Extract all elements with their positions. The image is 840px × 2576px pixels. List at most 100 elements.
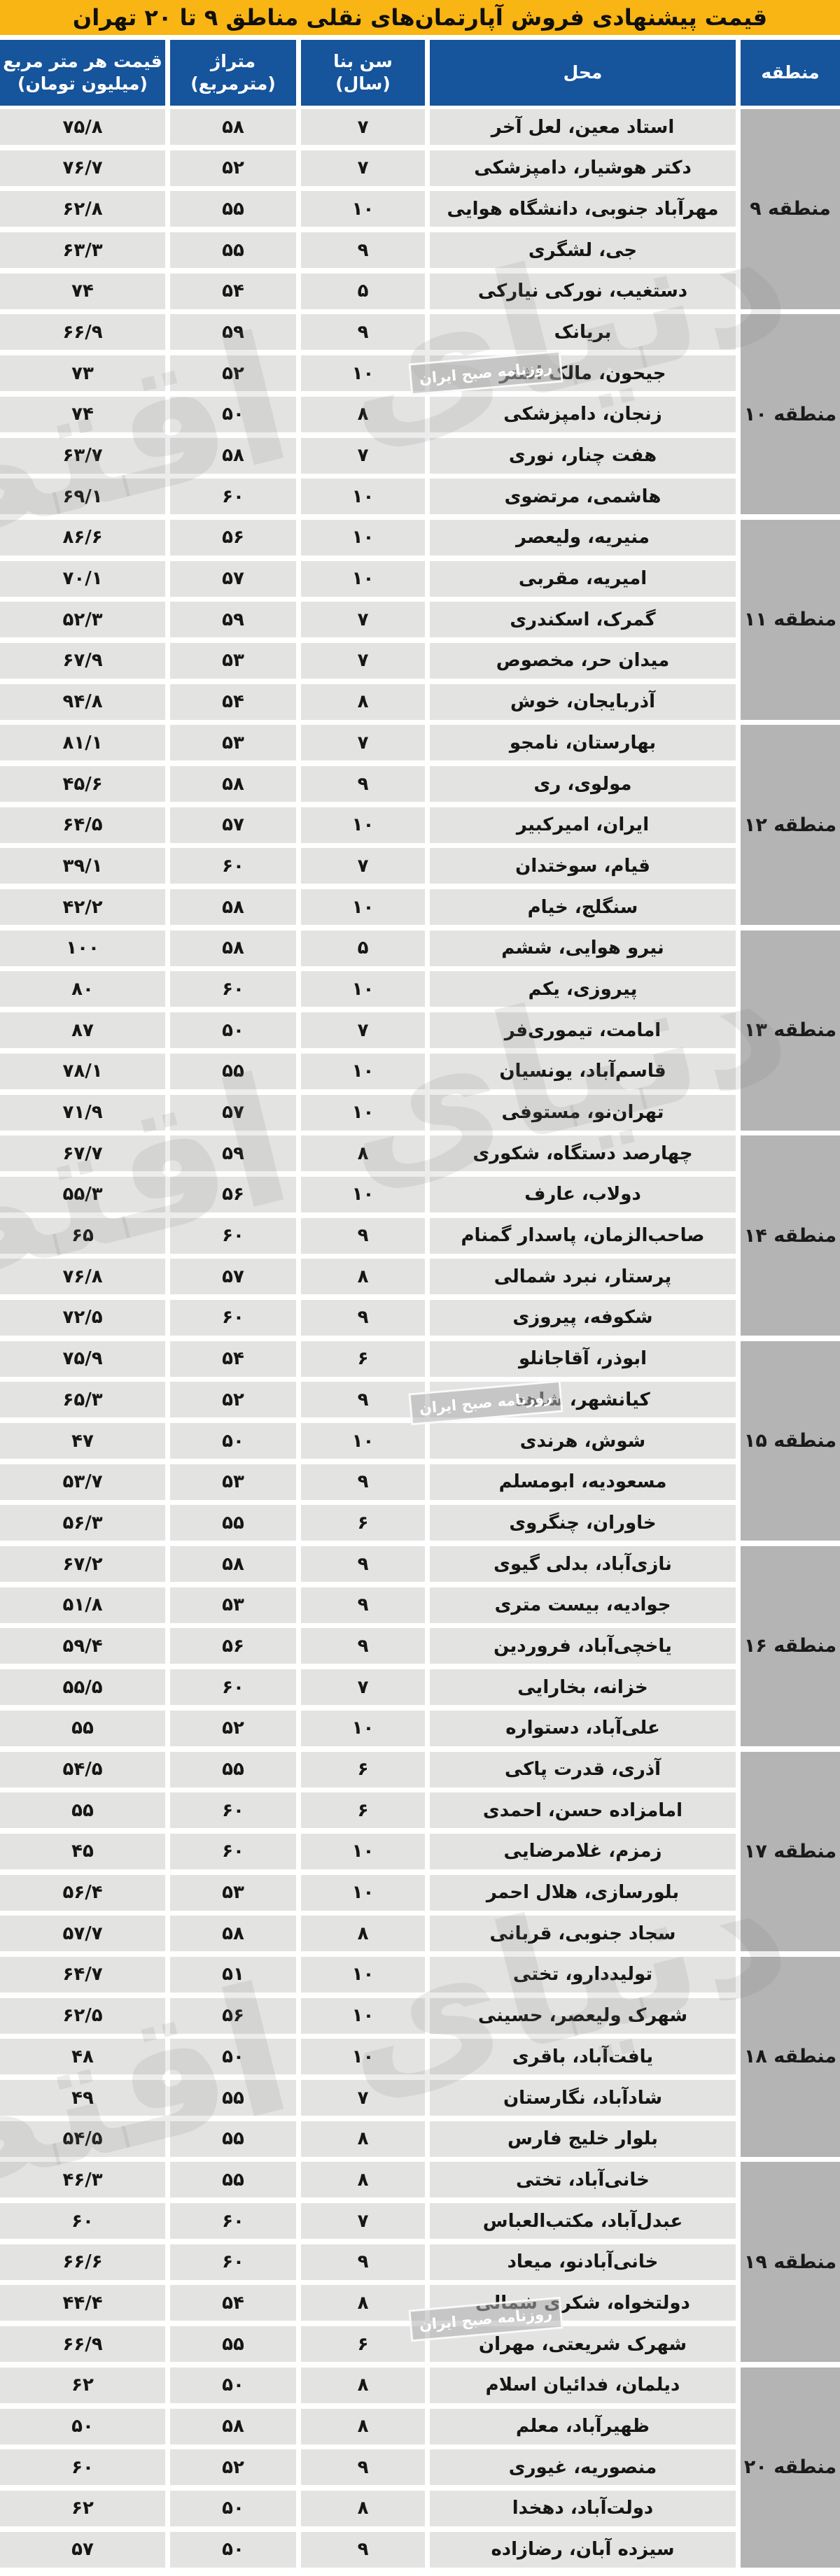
price-cell: ۶۶/۹ <box>0 314 165 351</box>
district-rows: خانی‌آباد، تختی ۸ ۵۵ ۴۶/۳ عبدل‌آباد، مکتب‌ال… <box>0 2162 736 2363</box>
table-row: دولتخواه، شکری شمالی ۸ ۵۴ ۴۴/۴ <box>0 2285 736 2321</box>
table-row: خزانه، بخارایی ۷ ۶۰ ۵۵/۵ <box>0 1669 736 1706</box>
location-cell: منصوریه، غیوری <box>430 2449 736 2486</box>
location-cell: ایران، امیرکبیر <box>430 807 736 843</box>
header-district: منطقه <box>741 40 840 106</box>
price-cell: ۵۵/۳ <box>0 1176 165 1212</box>
district-label: منطقه ۱۲ <box>741 725 840 926</box>
area-cell: ۵۸ <box>170 1916 296 1952</box>
district-block: منطقه ۱۲ بهارستان، نامجو ۷ ۵۳ ۸۱/۱ مولوی، ری ۹… <box>0 725 840 926</box>
location-cell: امیریه، مقربی <box>430 560 736 597</box>
table-row: صاحب‌الزمان، پاسدار گمنام ۹ ۶۰ ۶۵ <box>0 1217 736 1254</box>
location-cell: ظهیرآباد، معلم <box>430 2408 736 2444</box>
location-cell: دولتخواه، شکری شمالی <box>430 2285 736 2321</box>
age-cell: ۷ <box>301 150 425 186</box>
location-cell: کیانشهر، شاهد <box>430 1382 736 1418</box>
table-row: دکتر هوشیار، دامپزشکی ۷ ۵۲ ۷۶/۷ <box>0 150 736 186</box>
table-row: دولاب، عارف ۱۰ ۵۶ ۵۵/۳ <box>0 1176 736 1212</box>
area-cell: ۶۰ <box>170 479 296 515</box>
price-cell: ۵۴/۵ <box>0 1751 165 1788</box>
price-cell: ۵۵ <box>0 1792 165 1829</box>
location-cell: چهارصد دستگاه، شکوری <box>430 1135 736 1172</box>
age-cell: ۹ <box>301 2244 425 2280</box>
location-cell: سیزده آبان، رضازاده <box>430 2531 736 2568</box>
table-row: شکوفه، پیروزی ۹ ۶۰ ۷۲/۵ <box>0 1299 736 1336</box>
table-row: هفت چنار، نوری ۷ ۵۸ ۶۳/۷ <box>0 437 736 474</box>
age-cell: ۷ <box>301 725 425 761</box>
table-row: چهارصد دستگاه، شکوری ۸ ۵۹ ۶۷/۷ <box>0 1135 736 1172</box>
table-row: سیزده آبان، رضازاده ۹ ۵۰ ۵۷ <box>0 2531 736 2568</box>
age-cell: ۷ <box>301 1012 425 1049</box>
area-cell: ۵۷ <box>170 1094 296 1131</box>
age-cell: ۵ <box>301 273 425 309</box>
location-cell: امامزاده حسن، احمدی <box>430 1792 736 1829</box>
age-cell: ۱۰ <box>301 519 425 555</box>
price-cell: ۶۲/۵ <box>0 1997 165 2034</box>
location-cell: مسعودیه، ابومسلم <box>430 1464 736 1500</box>
district-block: منطقه ۱۵ ابوذر، آقاجانلو ۶ ۵۴ ۷۵/۹ کیانشهر، ش… <box>0 1340 840 1541</box>
price-cell: ۷۴ <box>0 273 165 309</box>
price-cell: ۶۰ <box>0 2449 165 2486</box>
price-cell: ۷۲/۵ <box>0 1299 165 1336</box>
location-cell: پرستار، نبرد شمالی <box>430 1259 736 1295</box>
price-cell: ۴۲/۲ <box>0 889 165 926</box>
age-cell: ۹ <box>301 1546 425 1583</box>
table-row: استاد معین، لعل آخر ۷ ۵۸ ۷۵/۸ <box>0 109 736 145</box>
table-row: بریانک ۹ ۵۹ ۶۶/۹ <box>0 314 736 351</box>
area-cell: ۶۰ <box>170 971 296 1007</box>
area-cell: ۵۵ <box>170 1505 296 1541</box>
location-cell: دستغیب، نورکی نیارکی <box>430 273 736 309</box>
age-cell: ۷ <box>301 109 425 145</box>
district-rows: چهارصد دستگاه، شکوری ۸ ۵۹ ۶۷/۷ دولاب، عارف ۱۰… <box>0 1135 736 1336</box>
price-cell: ۵۵/۵ <box>0 1669 165 1706</box>
header-area-label: متراژ <box>210 50 256 71</box>
table-row: یاخچی‌آباد، فروردین ۹ ۵۶ ۵۹/۴ <box>0 1628 736 1664</box>
area-cell: ۵۹ <box>170 314 296 351</box>
area-cell: ۵۳ <box>170 1587 296 1623</box>
area-cell: ۵۷ <box>170 807 296 843</box>
age-cell: ۹ <box>301 232 425 269</box>
table-row: مسعودیه، ابومسلم ۹ ۵۳ ۵۳/۷ <box>0 1464 736 1500</box>
age-cell: ۱۰ <box>301 560 425 597</box>
location-cell: بریانک <box>430 314 736 351</box>
price-cell: ۶۷/۷ <box>0 1135 165 1172</box>
price-cell: ۶۳/۳ <box>0 232 165 269</box>
area-cell: ۵۸ <box>170 1546 296 1583</box>
district-rows: منیریه، ولیعصر ۱۰ ۵۶ ۸۶/۶ امیریه، مقربی ۱۰ ۵۷ ۷… <box>0 519 736 720</box>
price-cell: ۶۲ <box>0 2490 165 2526</box>
location-cell: شهرک شریعتی، مهران <box>430 2326 736 2363</box>
price-cell: ۷۱/۹ <box>0 1094 165 1131</box>
age-cell: ۱۰ <box>301 1094 425 1131</box>
age-cell: ۷ <box>301 602 425 638</box>
district-block: منطقه ۱۱ منیریه، ولیعصر ۱۰ ۵۶ ۸۶/۶ امیریه، مق… <box>0 519 840 720</box>
area-cell: ۶۰ <box>170 1299 296 1336</box>
area-cell: ۵۴ <box>170 273 296 309</box>
area-cell: ۵۸ <box>170 437 296 474</box>
location-cell: یاخچی‌آباد، فروردین <box>430 1628 736 1664</box>
area-cell: ۵۵ <box>170 191 296 227</box>
price-cell: ۴۵ <box>0 1833 165 1869</box>
area-cell: ۵۰ <box>170 2490 296 2526</box>
table-body: منطقه ۹ استاد معین، لعل آخر ۷ ۵۸ ۷۵/۸ دکتر هو… <box>0 109 840 2573</box>
area-cell: ۵۵ <box>170 2121 296 2157</box>
age-cell: ۹ <box>301 1464 425 1500</box>
table-row: دستغیب، نورکی نیارکی ۵ ۵۴ ۷۴ <box>0 273 736 309</box>
area-cell: ۵۶ <box>170 1997 296 2034</box>
location-cell: خزانه، بخارایی <box>430 1669 736 1706</box>
price-cell: ۶۶/۹ <box>0 2326 165 2363</box>
table-row: خانی‌آباد، تختی ۸ ۵۵ ۴۶/۳ <box>0 2162 736 2198</box>
table-row: نیرو هوایی، ششم ۵ ۵۸ ۱۰۰ <box>0 930 736 966</box>
area-cell: ۵۰ <box>170 2531 296 2568</box>
age-cell: ۷ <box>301 848 425 884</box>
location-cell: گمرک، اسکندری <box>430 602 736 638</box>
age-cell: ۹ <box>301 2531 425 2568</box>
table-row: جی، لشگری ۹ ۵۵ ۶۳/۳ <box>0 232 736 269</box>
location-cell: آذربایجان، خوش <box>430 684 736 720</box>
district-block: منطقه ۱۸ تولیددارو، تختی ۱۰ ۵۱ ۶۴/۷ شهرک ولیع… <box>0 1956 840 2157</box>
district-rows: نازی‌آباد، بدلی گیوی ۹ ۵۸ ۶۷/۲ جوادیه، بیست … <box>0 1546 736 1746</box>
table-row: علی‌آباد، دستواره ۱۰ ۵۲ ۵۵ <box>0 1710 736 1746</box>
district-label: منطقه ۱۸ <box>741 1956 840 2157</box>
area-cell: ۵۲ <box>170 1382 296 1418</box>
age-cell: ۵ <box>301 930 425 966</box>
header-area-sublabel: (مترمربع) <box>190 73 276 94</box>
